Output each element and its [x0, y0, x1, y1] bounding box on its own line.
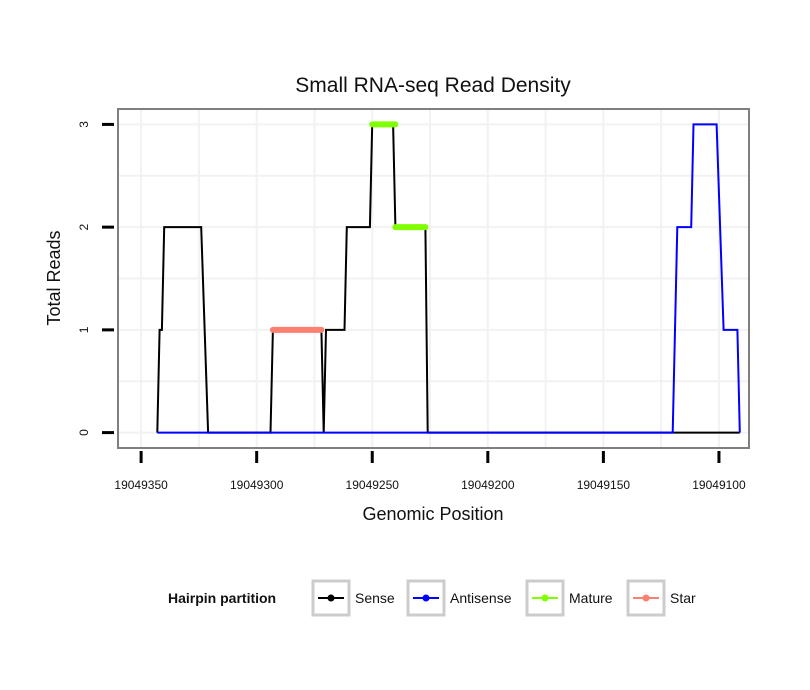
legend-label-sense: Sense: [355, 590, 395, 606]
y-tick-label: 3: [77, 121, 91, 128]
x-tick-label: 19049300: [230, 478, 284, 492]
legend-point-antisense: [422, 594, 430, 602]
x-tick-label: 19049100: [692, 478, 746, 492]
y-tick-label: 0: [77, 429, 91, 436]
antisense-series-line: [157, 123, 741, 434]
axes: 19049350 19049300 19049250 19049200 19049150…: [77, 121, 746, 492]
x-tick-label: 19049200: [461, 478, 515, 492]
legend-point-sense: [327, 594, 335, 602]
x-axis-title: Genomic Position: [362, 504, 503, 524]
legend-title: Hairpin partition: [168, 590, 276, 606]
series-layer: [156, 121, 741, 434]
y-tick-label: 1: [77, 326, 91, 333]
y-axis-title: Total Reads: [44, 230, 64, 325]
legend-label-mature: Mature: [569, 590, 613, 606]
legend: Hairpin partition Sense Antisense Mature St…: [168, 579, 696, 617]
plot-panel-border: [117, 108, 750, 449]
sense-series-line: [156, 123, 740, 434]
chart-title: Small RNA-seq Read Density: [295, 74, 571, 97]
legend-label-star: Star: [670, 590, 696, 606]
y-tick-label: 2: [77, 223, 91, 230]
x-tick-label: 19049350: [114, 478, 168, 492]
legend-point-mature: [541, 594, 549, 602]
grid: [118, 109, 749, 448]
x-tick-label: 19049150: [577, 478, 631, 492]
legend-point-star: [642, 594, 650, 602]
x-tick-label: 19049250: [346, 478, 400, 492]
legend-label-antisense: Antisense: [450, 590, 512, 606]
